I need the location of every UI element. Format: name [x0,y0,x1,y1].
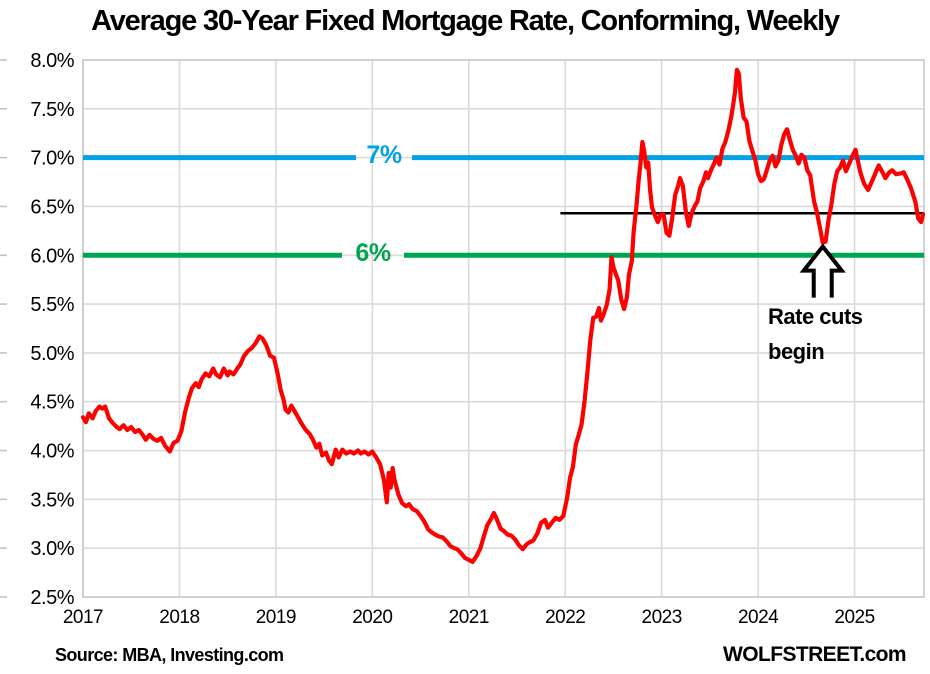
x-axis-label: 2021 [449,607,489,628]
annotation-line-2: begin [768,339,825,364]
x-axis-label: 2022 [545,607,585,628]
y-axis-label: 3.5% [30,489,74,511]
chart-title: Average 30-Year Fixed Mortgage Rate, Con… [91,5,840,37]
y-axis-label: 5.0% [30,343,74,365]
x-axis-label: 2025 [834,607,874,628]
y-axis-label: 5.5% [30,294,74,316]
y-axis-label: 7.0% [30,148,74,170]
plot-border [82,59,925,598]
annotation-line-1: Rate cuts [768,304,863,329]
mortgage-rate-series [80,67,926,564]
x-axis-label: 2023 [642,607,682,628]
y-axis-label: 2.5% [30,587,74,609]
y-axis-label: 4.5% [30,392,74,414]
y-axis-label: 8.0% [30,50,74,72]
rate-cuts-annotation: Rate cuts begin [768,299,863,369]
y-axis-label: 3.0% [30,538,74,560]
ref-line-6pct-label: 6% [355,239,391,267]
y-axis-label: 4.0% [30,441,74,463]
x-axis-label: 2020 [352,607,392,628]
y-axis-label: 6.5% [30,196,74,218]
x-axis-label: 2024 [738,607,779,628]
x-axis-label: 2018 [159,607,199,628]
rate-cuts-arrow-icon [799,243,846,298]
ref-line-7pct-label: 7% [366,141,402,169]
x-axis-label: 2019 [256,607,296,628]
source-note: Source: MBA, Investing.com [55,645,284,665]
wolfstreet-watermark: WOLFSTREET.com [723,643,907,666]
y-axis-label: 6.0% [30,245,74,267]
y-axis-label: 7.5% [30,99,74,121]
x-axis-label: 2017 [63,607,103,628]
